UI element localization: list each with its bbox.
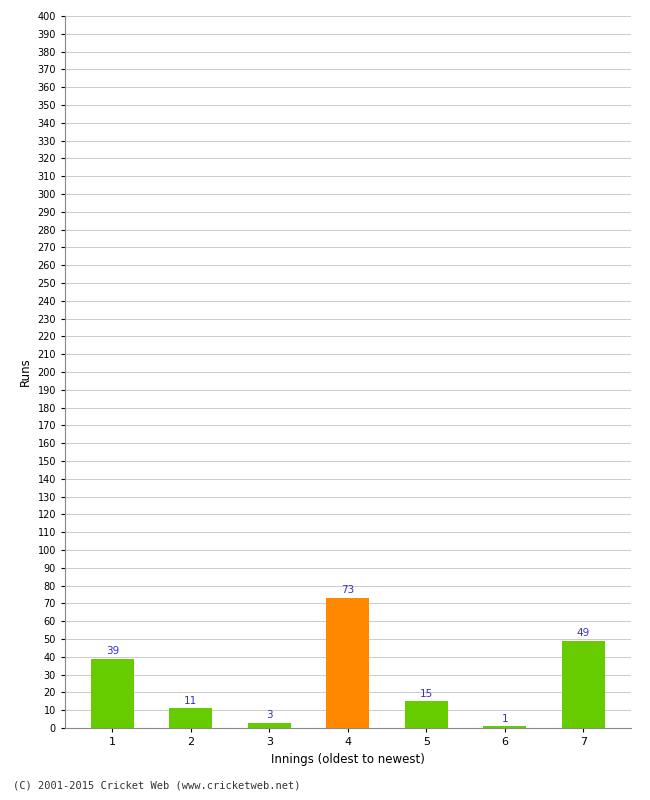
Text: 1: 1: [501, 714, 508, 723]
Bar: [91, 658, 134, 728]
Y-axis label: Runs: Runs: [19, 358, 32, 386]
X-axis label: Innings (oldest to newest): Innings (oldest to newest): [271, 753, 424, 766]
Bar: [562, 641, 605, 728]
Text: 39: 39: [106, 646, 119, 656]
Bar: [169, 709, 213, 728]
Text: 15: 15: [420, 689, 433, 698]
Text: 3: 3: [266, 710, 272, 720]
Text: 49: 49: [577, 628, 590, 638]
Bar: [483, 726, 526, 728]
Bar: [248, 722, 291, 728]
Bar: [326, 598, 369, 728]
Text: (C) 2001-2015 Cricket Web (www.cricketweb.net): (C) 2001-2015 Cricket Web (www.cricketwe…: [13, 781, 300, 790]
Bar: [405, 702, 448, 728]
Text: 11: 11: [184, 696, 198, 706]
Text: 73: 73: [341, 586, 354, 595]
